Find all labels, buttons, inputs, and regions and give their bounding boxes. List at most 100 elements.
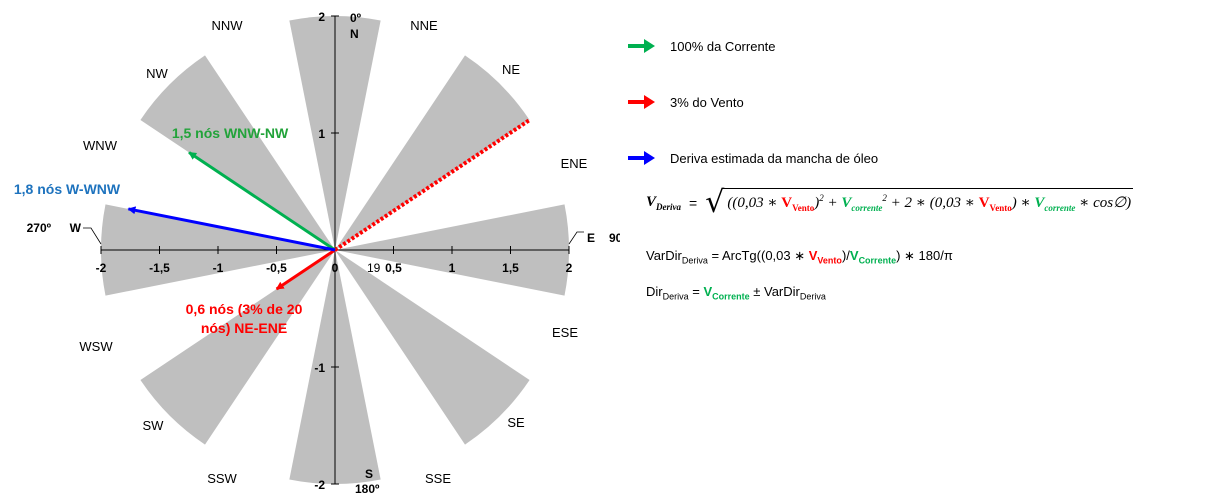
vardir-rhs3: ) ∗ 180/π bbox=[896, 248, 953, 263]
cardinal-n-letter: N bbox=[350, 27, 359, 41]
vardir-sub: Deriva bbox=[681, 255, 708, 266]
vardir-v-corrente: V bbox=[849, 248, 859, 263]
direction-label-ese: ESE bbox=[552, 325, 578, 340]
x-tick-label: -2 bbox=[96, 261, 107, 275]
cardinal-s-letter: S bbox=[365, 467, 373, 481]
y-tick-label: -1 bbox=[314, 361, 325, 375]
extra-tick-label: 19 bbox=[367, 261, 381, 275]
formula-vardir: VarDirDeriva = ArcTg((0,03 ∗ VVento)/VCo… bbox=[646, 248, 953, 266]
y-tick-label: 1 bbox=[318, 127, 325, 141]
cardinal-e-degree: 90º bbox=[609, 231, 620, 245]
dir-rhs1: = bbox=[688, 284, 704, 299]
formula-part2: ) bbox=[814, 195, 820, 211]
formula-part1: ((0,03 ∗ bbox=[727, 195, 782, 211]
direction-label-sw: SW bbox=[143, 418, 165, 433]
vardir-v-vento: V bbox=[808, 248, 818, 263]
formula-v-corrente-2: V bbox=[1034, 195, 1045, 211]
x-tick-label: 2 bbox=[566, 261, 573, 275]
legend-label-vento: 3% do Vento bbox=[670, 94, 744, 110]
x-tick-label: -0,5 bbox=[266, 261, 287, 275]
sqrt-icon: √ bbox=[705, 185, 725, 220]
sector-45 bbox=[335, 55, 530, 250]
cardinal-e-letter: E bbox=[587, 231, 595, 245]
formula-corrente-sub-2: corrente bbox=[1044, 203, 1076, 213]
formula-square-1: 2 bbox=[819, 193, 824, 203]
x-tick-label: 0,5 bbox=[385, 261, 402, 275]
green-arrow-icon bbox=[628, 39, 655, 53]
axes-group: -2 -1,5 -1 -0,5 0 0,5 1 1,5 2 2 1 -1 -2 19 bbox=[96, 10, 573, 492]
cardinal-s-degree: 180º bbox=[355, 482, 380, 495]
vector-label-vento-line1: 0,6 nós (3% de 20 bbox=[186, 301, 303, 317]
legend-item-deriva: Deriva estimada da mancha de óleo bbox=[626, 150, 878, 166]
dir-rhs2-sub: Deriva bbox=[799, 291, 826, 302]
dir-corrente-sub: Corrente bbox=[712, 291, 750, 302]
direction-label-ne: NE bbox=[502, 62, 520, 77]
w-callout-line bbox=[83, 227, 102, 245]
blue-arrow-icon bbox=[628, 151, 655, 165]
cardinal-w-letter: W bbox=[70, 221, 82, 235]
direction-label-wsw: WSW bbox=[79, 339, 113, 354]
sector-315 bbox=[140, 55, 335, 250]
dir-rhs2: ± VarDir bbox=[749, 284, 800, 299]
dir-name: Dir bbox=[646, 284, 663, 299]
formula-part5: ∗ cos∅) bbox=[1075, 195, 1132, 211]
formula-vento-sub: Vento bbox=[792, 203, 815, 213]
sqrt-expression: √ ((0,03 ∗ VVento)2 + Vcorrente2 + 2 ∗ (… bbox=[705, 185, 1134, 220]
direction-label-se: SE bbox=[507, 415, 525, 430]
formula-dir: DirDeriva = VCorrente ± VarDirDeriva bbox=[646, 284, 826, 302]
y-tick-label: 2 bbox=[318, 10, 325, 24]
direction-label-ene: ENE bbox=[561, 156, 588, 171]
formula-v-deriva: VDeriva = √ ((0,03 ∗ VVento)2 + Vcorrent… bbox=[646, 185, 1134, 220]
formula-v-corrente: V bbox=[841, 195, 852, 211]
x-tick-label: 0 bbox=[332, 261, 339, 275]
x-tick-label: -1 bbox=[213, 261, 224, 275]
formula-part3: + 2 ∗ (0,03 ∗ bbox=[886, 195, 979, 211]
direction-label-nne: NNE bbox=[410, 18, 438, 33]
direction-label-wnw: WNW bbox=[83, 138, 118, 153]
direction-label-sse: SSE bbox=[425, 471, 451, 486]
wind-source-line bbox=[333, 118, 531, 252]
vector-label-vento-line2: nós) NE-ENE bbox=[201, 320, 287, 336]
cardinal-n-degree: 0º bbox=[350, 11, 362, 25]
dir-v-corrente: V bbox=[703, 284, 713, 299]
x-tick-label: -1,5 bbox=[149, 261, 170, 275]
formula-v-vento-2: V bbox=[978, 195, 990, 211]
vardir-name: VarDir bbox=[646, 248, 682, 263]
label-group: 0ºNE90ºS180º270ºWNNWNNENWNEWNWENEWSWESES… bbox=[14, 11, 620, 495]
formula-square-2: 2 bbox=[882, 193, 887, 203]
legend-label-deriva: Deriva estimada da mancha de óleo bbox=[670, 150, 879, 166]
vector-group bbox=[127, 118, 531, 291]
legend-item-vento: 3% do Vento bbox=[626, 94, 744, 110]
vector-arrow-0 bbox=[188, 151, 336, 252]
formula-v-vento: V bbox=[781, 195, 793, 211]
vardir-vento-sub: Vento bbox=[817, 255, 842, 266]
sector-135 bbox=[335, 250, 530, 445]
equals-sign: = bbox=[689, 195, 698, 211]
dir-sub: Deriva bbox=[662, 291, 689, 302]
formula-vento-sub-2: Vento bbox=[989, 203, 1012, 213]
vector-label-corrente: 1,5 nós WNW-NW bbox=[172, 125, 289, 141]
v-deriva-symbol: V bbox=[646, 194, 657, 210]
direction-label-nw: NW bbox=[146, 66, 168, 81]
vardir-rhs2: )/ bbox=[841, 248, 850, 263]
formula-corrente-sub: corrente bbox=[851, 203, 883, 213]
y-tick-label: -2 bbox=[314, 478, 325, 492]
direction-label-ssw: SSW bbox=[207, 471, 237, 486]
vardir-corrente-sub: Corrente bbox=[858, 255, 897, 266]
x-tick-label: 1,5 bbox=[502, 261, 519, 275]
red-arrow-icon bbox=[628, 95, 655, 109]
sector-225 bbox=[140, 250, 335, 445]
vector-arrow-2 bbox=[127, 206, 336, 252]
cardinal-w-degree: 270º bbox=[27, 221, 52, 235]
formula-part4: ) ∗ bbox=[1011, 195, 1035, 211]
legend-item-corrente: 100% da Corrente bbox=[626, 38, 776, 54]
e-callout-line bbox=[568, 231, 584, 245]
vector-label-deriva: 1,8 nós W-WNW bbox=[14, 181, 121, 197]
x-tick-label: 1 bbox=[449, 261, 456, 275]
legend-label-corrente: 100% da Corrente bbox=[670, 38, 776, 54]
vector-arrow-1 bbox=[275, 248, 336, 291]
v-deriva-sub: Deriva bbox=[656, 202, 682, 212]
vardir-rhs1: = ArcTg((0,03 ∗ bbox=[707, 248, 809, 263]
direction-label-nnw: NNW bbox=[211, 18, 243, 33]
